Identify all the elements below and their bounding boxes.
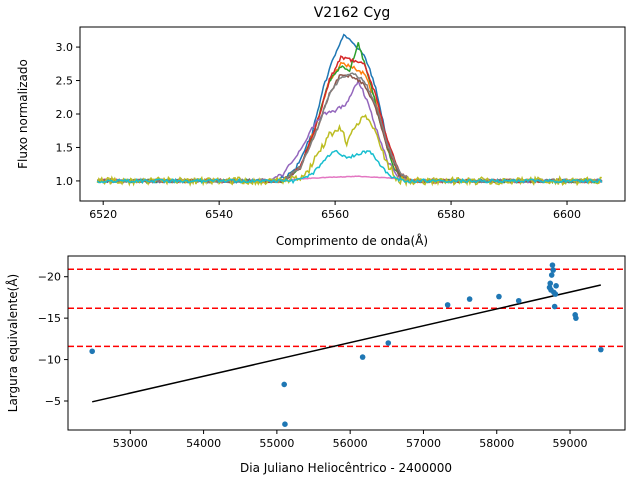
ew-ytick-label: −5 [45,395,61,408]
spectrum-ytick-label: 2.5 [56,75,74,88]
ew-ytick-label: −20 [38,271,61,284]
ew-data-point [444,302,451,308]
ew-ticks: 53000 54000 55000 56000 57000 58000 59000 −5 −10… [38,271,588,450]
spectrum-series-line [97,42,603,185]
ew-data-point [548,272,555,278]
ew-data-point [515,297,522,304]
spectrum-series-line [96,149,603,185]
spectrum-xtick-label: 6540 [205,208,233,221]
spectrum-series-line [97,61,603,184]
ew-data-point [496,293,502,300]
spectrum-ylabel: Fluxo normalizado [16,59,30,169]
ew-data-point [282,421,288,428]
ew-ytick-label: −15 [38,312,61,325]
spectrum-axes-frame [79,26,626,202]
ew-data-point [89,348,95,355]
spectrum-ytick-label: 2.0 [56,108,74,121]
spectrum-xtick-label: 6520 [89,208,117,221]
spectrum-series-line [97,33,603,184]
ew-data-point [549,262,556,268]
ew-data-point [547,280,554,287]
ew-data-point [598,346,604,353]
ew-fit-line [92,284,601,403]
spectrum-series-line [96,78,603,184]
spectrum-plot-area [96,33,603,188]
spectrum-series-line [96,73,603,185]
ew-xlabel: Dia Juliano Heliocêntrico - 2400000 [240,461,452,475]
ew-data-point [550,267,556,273]
ew-xtick-label: 57000 [406,437,441,450]
spectrum-series-line [288,175,405,181]
ew-data-point [573,315,579,321]
ew-data-point [466,296,473,302]
equivalent-width-chart: 53000 54000 55000 56000 57000 58000 59000 −5 −10… [5,255,626,475]
ew-data-point [551,303,558,310]
ew-xtick-label: 58000 [479,437,514,450]
ew-xtick-label: 54000 [186,437,221,450]
ew-xtick-label: 55000 [259,437,294,450]
ew-ylabel: Largura equivalente(Å) [5,274,20,412]
spectrum-title: V2162 Cyg [314,5,391,21]
ew-data-point [359,354,366,360]
ew-ytick-label: −10 [38,354,61,367]
spectrum-ytick-label: 3.0 [56,41,74,54]
ew-xtick-label: 53000 [113,437,148,450]
spectrum-ytick-label: 1.0 [56,175,74,188]
ew-axes-frame [67,255,626,431]
ew-data-point [552,291,559,297]
ew-plot-area [68,262,625,428]
spectrum-xlabel: Comprimento de onda(Å) [276,233,428,248]
spectrum-series-line [97,72,603,185]
ew-data-point [553,283,559,289]
ew-xtick-label: 56000 [333,437,368,450]
spectrum-series-line [96,113,602,188]
ew-data-point [385,340,392,346]
ew-data-point [281,381,288,388]
spectrum-ticks: 6520 6540 6560 6580 6600 1.0 1.5 2.0 2.5 3.0 [56,41,582,221]
spectrum-chart: V2162 Cyg 6520 6540 6560 6580 6600 1.0 1.5 2.0 2… [16,5,626,248]
ew-xtick-label: 59000 [553,437,588,450]
spectrum-xtick-label: 6600 [553,208,581,221]
spectrum-xtick-label: 6580 [437,208,465,221]
spectrum-ytick-label: 1.5 [56,141,74,154]
spectrum-xtick-label: 6560 [321,208,349,221]
